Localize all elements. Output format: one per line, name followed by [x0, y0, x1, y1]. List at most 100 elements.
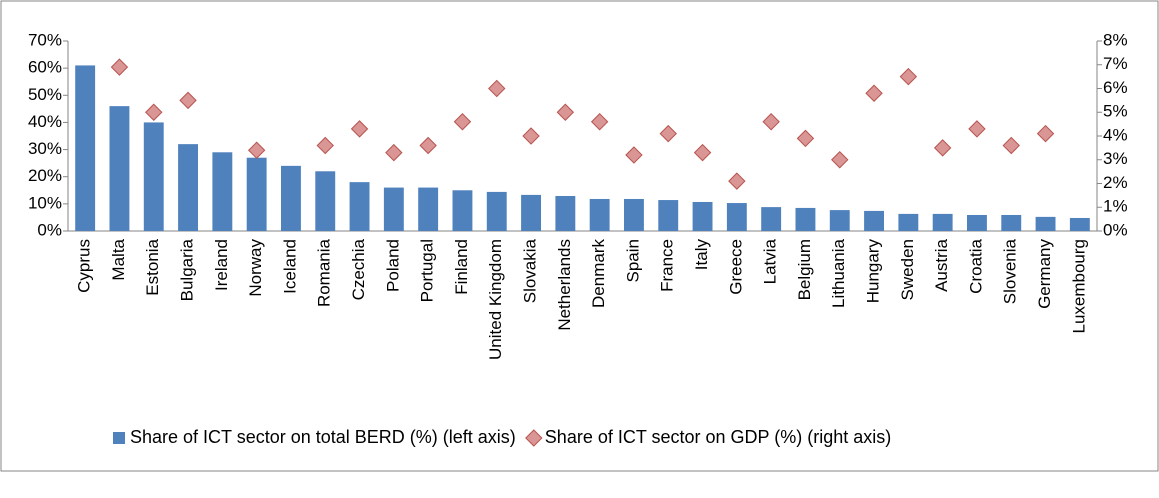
- x-tick-label: Italy: [692, 239, 711, 271]
- bar: [967, 214, 987, 231]
- bar: [864, 210, 884, 231]
- y-tick-label: 70%: [28, 30, 62, 49]
- bar: [898, 213, 919, 231]
- bar: [624, 198, 644, 231]
- bar: [829, 210, 850, 231]
- bar: [178, 144, 198, 231]
- diamond-marker: [556, 103, 575, 121]
- bar: [281, 165, 301, 231]
- x-tick-label: Belgium: [795, 239, 814, 300]
- x-tick-label: Slovenia: [1001, 238, 1020, 304]
- bar: [555, 195, 576, 231]
- x-tick-label: Malta: [109, 238, 128, 280]
- diamond-marker: [831, 151, 849, 169]
- x-tick-label: Estonia: [143, 238, 162, 295]
- x-tick-label: Austria: [932, 238, 951, 291]
- y-tick-label: 10%: [28, 193, 62, 212]
- bar: [795, 207, 816, 231]
- y2-tick-label: 7%: [1103, 54, 1128, 73]
- x-tick-label: Norway: [246, 239, 265, 297]
- bar: [761, 207, 782, 231]
- diamond-marker: [625, 146, 643, 164]
- bar: [315, 171, 336, 231]
- diamond-marker: [419, 136, 437, 155]
- x-tick-label: Sweden: [898, 239, 917, 300]
- diamond-marker: [1002, 136, 1020, 155]
- x-tick-label: Lithuania: [829, 238, 848, 308]
- legend-swatch: [525, 429, 543, 447]
- y2-tick-label: 0%: [1103, 220, 1128, 239]
- legend-label: Share of ICT sector on GDP (%) (right ax…: [545, 427, 891, 447]
- x-tick-label: Croatia: [966, 238, 985, 293]
- bar: [143, 122, 164, 231]
- bar: [589, 198, 610, 231]
- diamond-marker: [865, 84, 883, 102]
- x-tick-label: Bulgaria: [178, 238, 197, 301]
- diamond-marker: [899, 67, 918, 86]
- y2-tick-label: 5%: [1103, 102, 1128, 121]
- y2-tick-label: 6%: [1103, 78, 1128, 97]
- x-tick-label: Hungary: [864, 239, 883, 304]
- diamond-marker: [1036, 124, 1055, 143]
- x-tick-label: Poland: [383, 239, 402, 292]
- bar: [418, 187, 439, 231]
- bar: [692, 201, 713, 231]
- x-tick-label: Czechia: [349, 238, 368, 300]
- y2-tick-label: 1%: [1103, 197, 1128, 216]
- y2-tick-label: 2%: [1103, 173, 1128, 192]
- bar: [1035, 216, 1056, 231]
- bar: [486, 191, 507, 231]
- x-tick-label: Netherlands: [555, 239, 574, 331]
- x-tick-label: Finland: [452, 239, 471, 295]
- bar: [1069, 217, 1090, 231]
- diamond-marker: [728, 172, 746, 190]
- y-tick-label: 20%: [28, 166, 62, 185]
- legend-swatch: [113, 432, 125, 444]
- bar: [1001, 214, 1022, 231]
- diamond-marker: [933, 139, 952, 157]
- diamond-marker: [693, 143, 712, 162]
- x-tick-label: Romania: [315, 238, 334, 307]
- x-tick-label: Slovakia: [521, 238, 540, 303]
- diamond-marker: [385, 143, 403, 162]
- y2-tick-label: 8%: [1103, 30, 1128, 49]
- diamond-marker: [316, 136, 334, 155]
- x-tick-label: Germany: [1035, 239, 1054, 309]
- y2-tick-label: 3%: [1103, 149, 1128, 168]
- y-tick-label: 40%: [28, 112, 62, 131]
- y2-tick-label: 4%: [1103, 125, 1128, 144]
- diamond-marker: [247, 141, 266, 159]
- x-tick-label: France: [658, 239, 677, 292]
- bar: [521, 194, 541, 231]
- diamond-marker: [522, 127, 540, 145]
- x-tick-label: Latvia: [761, 238, 780, 284]
- x-tick-label: Luxembourg: [1069, 239, 1088, 334]
- bar: [452, 190, 473, 231]
- x-tick-label: Iceland: [280, 239, 299, 294]
- diamond-marker: [110, 58, 129, 76]
- diamond-marker: [145, 103, 163, 121]
- chart-border: [0, 0, 1159, 472]
- diamond-marker: [796, 129, 815, 148]
- x-tick-label: Ireland: [212, 239, 231, 291]
- bar: [75, 65, 96, 231]
- x-tick-label: Cyprus: [75, 239, 94, 293]
- bar: [109, 106, 130, 231]
- diamond-marker: [179, 91, 197, 110]
- bar: [658, 200, 679, 231]
- x-tick-label: Denmark: [589, 239, 608, 308]
- bar: [212, 152, 233, 231]
- x-tick-label: Greece: [726, 239, 745, 295]
- bar: [246, 157, 267, 231]
- bar: [932, 213, 953, 231]
- bar: [349, 182, 370, 231]
- bar: [726, 203, 747, 231]
- y-tick-label: 60%: [28, 58, 62, 77]
- diamond-marker: [350, 120, 369, 138]
- diamond-marker: [488, 79, 506, 98]
- diamond-marker: [590, 113, 609, 131]
- x-tick-label: Portugal: [418, 239, 437, 302]
- y-tick-label: 50%: [28, 85, 62, 104]
- x-tick-label: United Kingdom: [486, 239, 505, 360]
